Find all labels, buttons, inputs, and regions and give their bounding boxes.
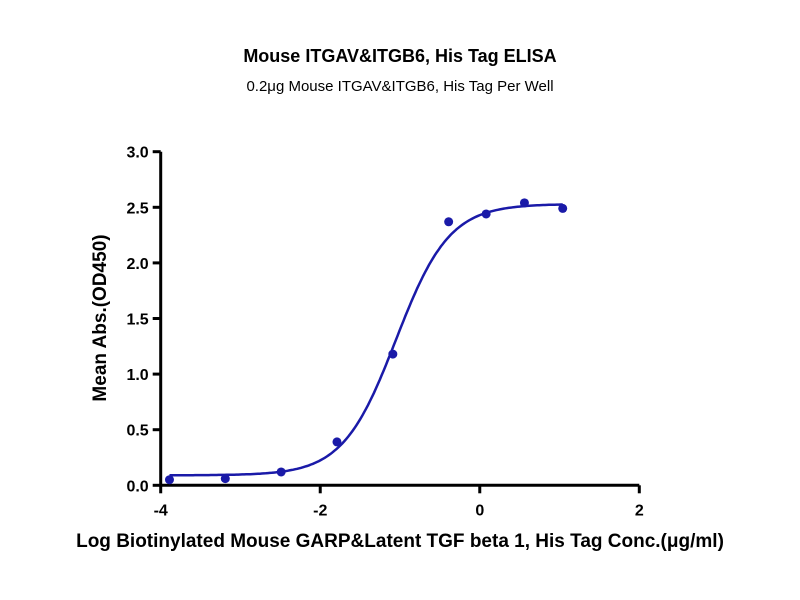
chart-title: Mouse ITGAV&ITGB6, His Tag ELISA — [243, 46, 556, 66]
y-tick-label: 3.0 — [126, 145, 148, 162]
data-point — [220, 474, 230, 484]
y-tick-label: 2.5 — [126, 200, 148, 217]
x-axis-label: Log Biotinylated Mouse GARP&Latent TGF b… — [76, 531, 724, 552]
data-point — [519, 198, 529, 208]
data-point — [164, 475, 174, 485]
x-tick-label: 0 — [475, 502, 484, 519]
y-tick-label: 2.0 — [126, 256, 148, 273]
x-tick-label: -2 — [313, 502, 327, 519]
x-tick-label: 2 — [635, 502, 644, 519]
y-tick-label: 1.0 — [126, 367, 148, 384]
x-tick-label: -4 — [154, 502, 168, 519]
fit-curve — [169, 203, 563, 477]
y-tick-label: 0.0 — [126, 478, 148, 495]
y-tick-label: 0.5 — [126, 423, 148, 440]
data-point — [388, 349, 398, 359]
data-point — [558, 203, 568, 213]
data-point — [276, 467, 286, 477]
chart-subtitle: 0.2μg Mouse ITGAV&ITGB6, His Tag Per Wel… — [246, 78, 553, 95]
data-point — [481, 209, 491, 219]
y-tick-label: 1.5 — [126, 312, 148, 329]
data-point — [444, 217, 454, 227]
y-axis-label: Mean Abs.(OD450) — [90, 234, 111, 401]
data-point — [332, 437, 342, 447]
